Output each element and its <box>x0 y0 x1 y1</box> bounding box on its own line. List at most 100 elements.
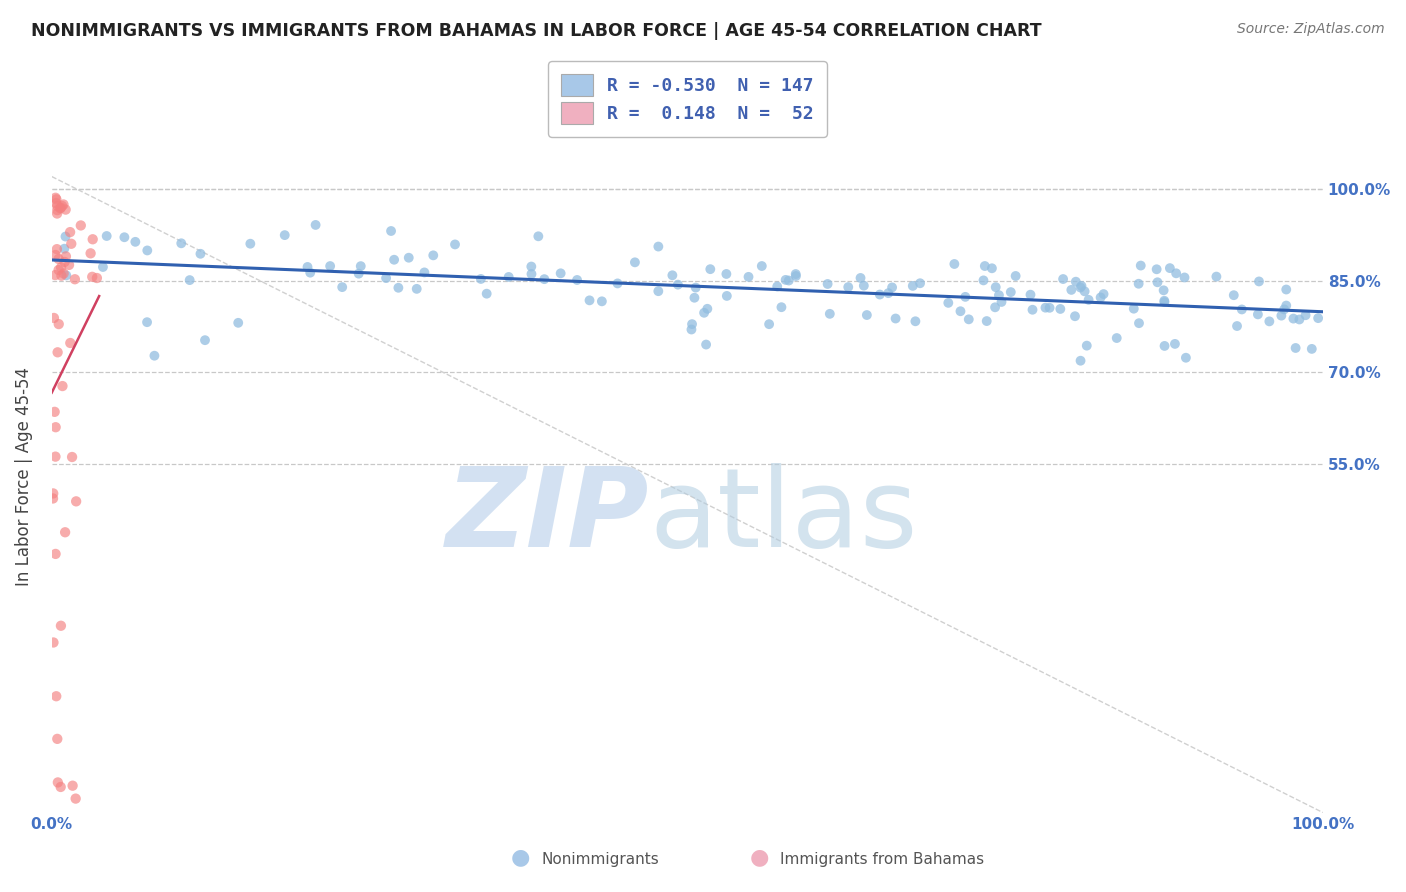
Point <box>877 286 900 301</box>
Point <box>498 269 520 284</box>
Point <box>693 306 716 320</box>
Point <box>1301 342 1323 356</box>
Point <box>661 268 683 283</box>
Point <box>1052 272 1074 286</box>
Point <box>1049 301 1071 316</box>
Point <box>226 316 249 330</box>
Point <box>49 201 72 215</box>
Point <box>49 201 72 215</box>
Point <box>647 284 669 298</box>
Point <box>550 266 572 280</box>
Point <box>1275 283 1298 297</box>
Point <box>1282 311 1305 326</box>
Point <box>1284 341 1306 355</box>
Point <box>55 249 77 263</box>
Point <box>527 229 550 244</box>
Point <box>46 775 69 789</box>
Point <box>766 279 789 293</box>
Point <box>683 291 706 305</box>
Point <box>380 224 402 238</box>
Point <box>1205 269 1227 284</box>
Point <box>413 265 436 279</box>
Point <box>1146 262 1168 277</box>
Point <box>606 277 628 291</box>
Point <box>647 239 669 253</box>
Point <box>44 191 66 205</box>
Point <box>1247 307 1270 321</box>
Point <box>422 248 444 262</box>
Point <box>1164 337 1187 351</box>
Point <box>624 255 647 269</box>
Text: Source: ZipAtlas.com: Source: ZipAtlas.com <box>1237 22 1385 37</box>
Point <box>973 259 995 273</box>
Point <box>520 260 543 274</box>
Point <box>58 258 80 272</box>
Point <box>65 791 87 805</box>
Point <box>59 225 82 239</box>
Point <box>699 262 721 277</box>
Point <box>1258 314 1281 328</box>
Point <box>375 271 398 285</box>
Point <box>194 333 217 347</box>
Point <box>124 235 146 249</box>
Y-axis label: In Labor Force | Age 45-54: In Labor Force | Age 45-54 <box>15 367 32 586</box>
Point <box>60 450 83 464</box>
Point <box>1073 285 1095 299</box>
Point <box>778 273 800 287</box>
Point <box>112 230 135 244</box>
Point <box>1230 302 1253 317</box>
Point <box>1247 275 1270 289</box>
Point <box>91 260 114 274</box>
Point <box>190 247 212 261</box>
Point <box>943 257 966 271</box>
Point <box>1069 280 1091 294</box>
Point <box>297 260 319 274</box>
Point <box>44 268 66 282</box>
Point <box>1128 316 1150 330</box>
Point <box>681 317 703 331</box>
Point <box>775 273 797 287</box>
Point <box>42 310 65 325</box>
Point <box>53 255 76 269</box>
Point <box>46 199 69 213</box>
Point <box>45 196 67 211</box>
Point <box>1105 331 1128 345</box>
Point <box>955 290 977 304</box>
Point <box>904 314 927 328</box>
Text: ●: ● <box>510 847 530 867</box>
Point <box>475 286 498 301</box>
Point <box>170 236 193 251</box>
Text: NONIMMIGRANTS VS IMMIGRANTS FROM BAHAMAS IN LABOR FORCE | AGE 45-54 CORRELATION : NONIMMIGRANTS VS IMMIGRANTS FROM BAHAMAS… <box>31 22 1042 40</box>
Point <box>1272 302 1295 317</box>
Text: Immigrants from Bahamas: Immigrants from Bahamas <box>780 852 984 867</box>
Point <box>86 271 108 285</box>
Point <box>984 301 1007 315</box>
Point <box>856 308 879 322</box>
Point <box>1174 351 1197 365</box>
Point <box>1159 261 1181 276</box>
Point <box>1153 295 1175 310</box>
Point <box>751 259 773 273</box>
Point <box>1166 266 1188 280</box>
Point <box>444 237 467 252</box>
Point <box>53 242 76 256</box>
Point <box>818 307 841 321</box>
Point <box>48 263 70 277</box>
Point <box>60 236 83 251</box>
Point <box>52 267 75 281</box>
Point <box>51 379 73 393</box>
Point <box>565 273 588 287</box>
Point <box>45 420 67 434</box>
Point <box>46 345 69 359</box>
Text: ●: ● <box>749 847 769 867</box>
Point <box>382 252 405 267</box>
Point <box>350 259 373 273</box>
Point <box>387 281 409 295</box>
Point <box>51 268 73 283</box>
Point <box>957 312 980 326</box>
Legend: R = -0.530  N = 147, R =  0.148  N =  52: R = -0.530 N = 147, R = 0.148 N = 52 <box>548 62 827 137</box>
Point <box>666 277 689 292</box>
Point <box>976 314 998 328</box>
Point <box>1173 270 1195 285</box>
Point <box>82 269 104 284</box>
